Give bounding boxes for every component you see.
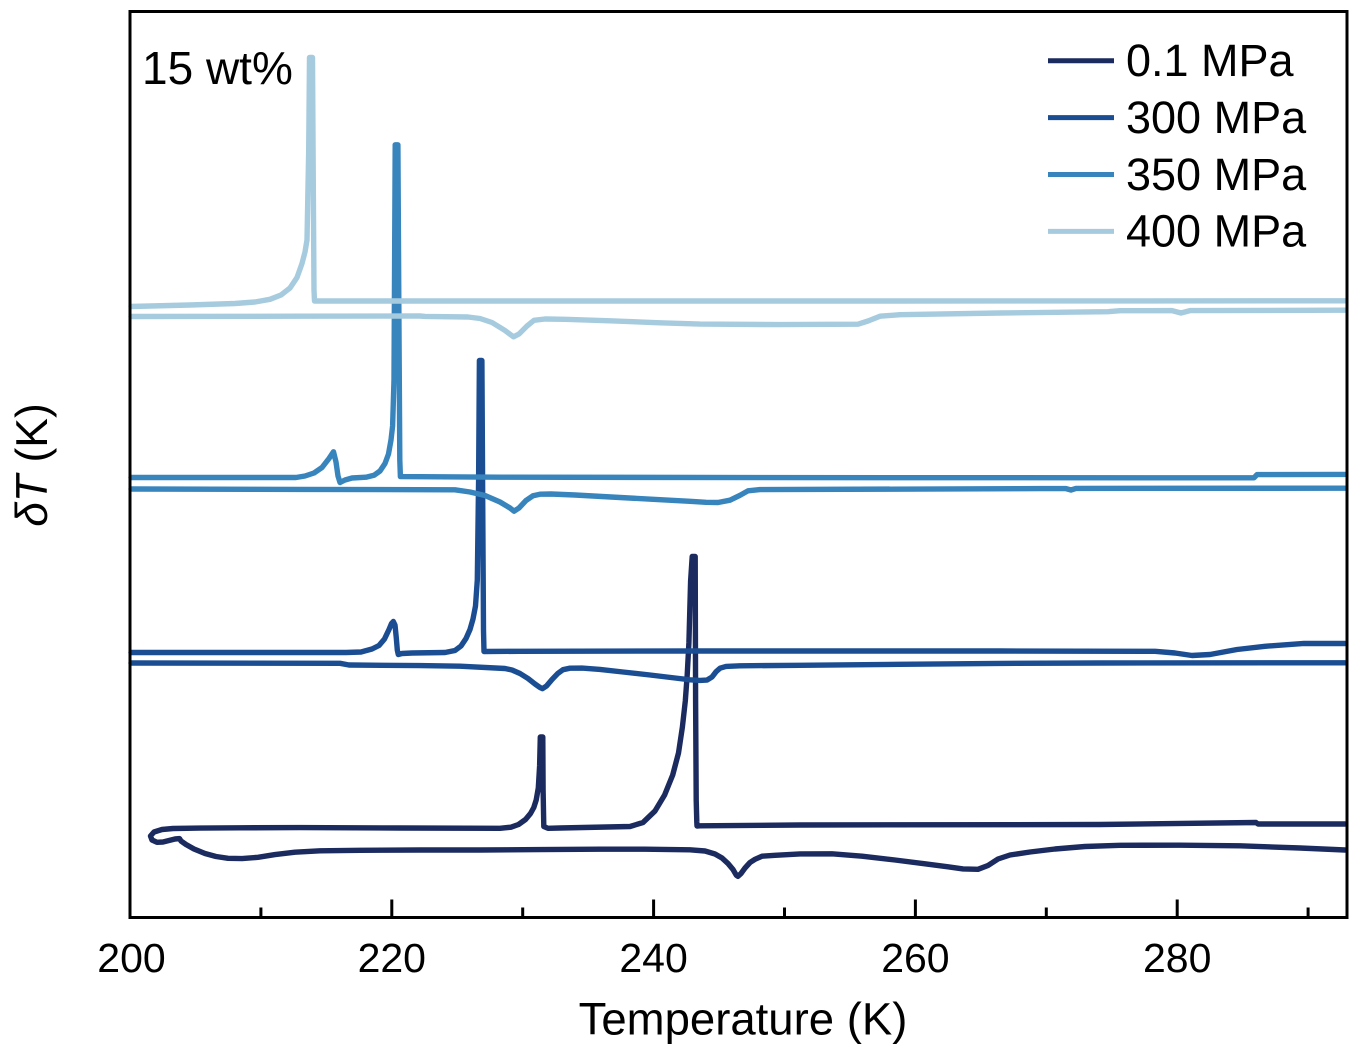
svg-text:260: 260: [881, 935, 949, 981]
svg-text:220: 220: [358, 935, 426, 981]
svg-text:200: 200: [97, 935, 165, 981]
svg-text:240: 240: [619, 935, 687, 981]
svg-text:350 MPa: 350 MPa: [1126, 149, 1307, 200]
svg-text:300 MPa: 300 MPa: [1126, 92, 1307, 143]
svg-text:Temperature (K): Temperature (K): [579, 994, 908, 1045]
svg-text:0.1 MPa: 0.1 MPa: [1126, 35, 1295, 86]
svg-text:280: 280: [1143, 935, 1211, 981]
svg-text:δT (K): δT (K): [8, 403, 57, 527]
svg-text:400 MPa: 400 MPa: [1126, 206, 1307, 257]
svg-text:15 wt%: 15 wt%: [142, 42, 293, 94]
